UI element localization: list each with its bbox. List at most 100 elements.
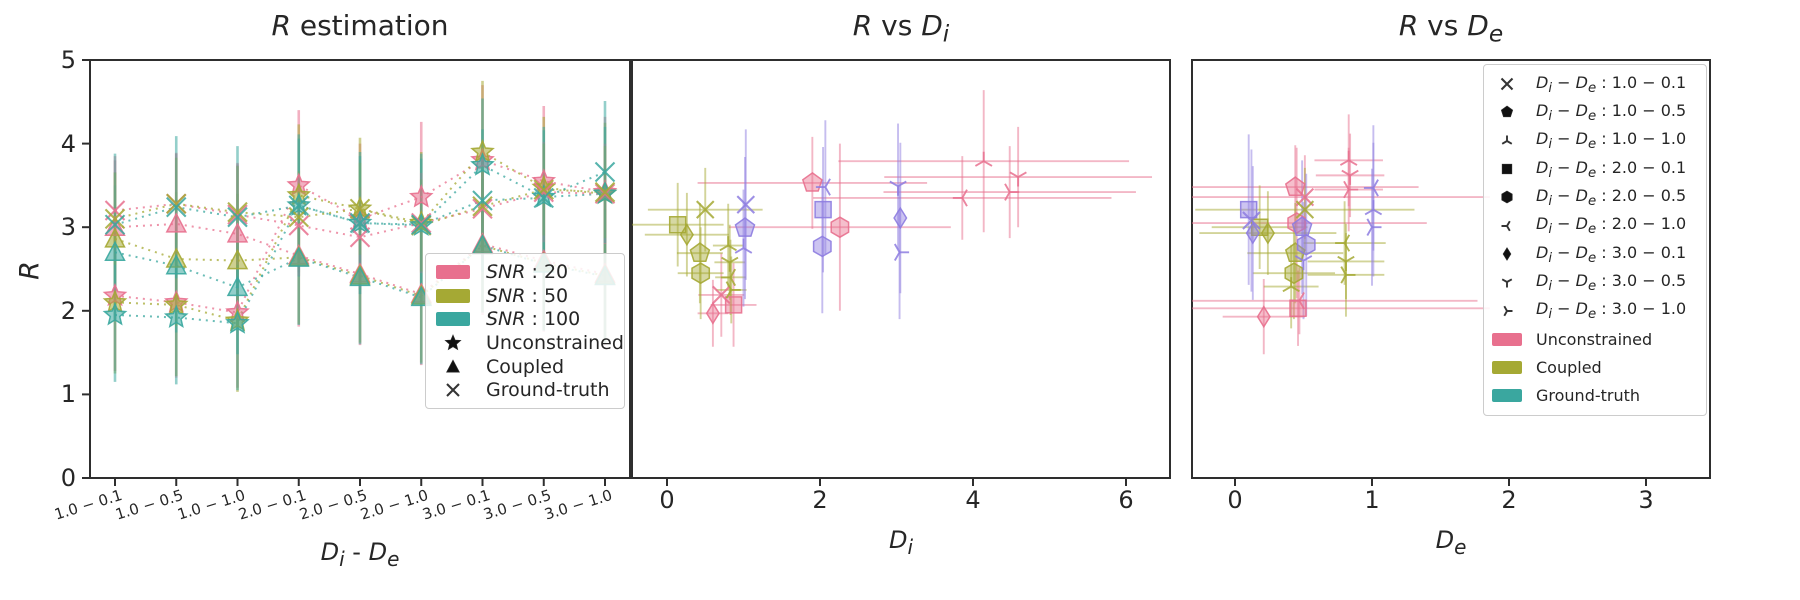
coupled-marker xyxy=(226,222,249,243)
panel2-title: R vs Di xyxy=(852,9,950,48)
coupled-marker xyxy=(1335,234,1351,252)
unconstrained-marker xyxy=(801,171,823,192)
x-tick-label: 6 xyxy=(1118,486,1134,514)
coupled-marker xyxy=(471,233,494,255)
legend-color-patch xyxy=(436,288,470,303)
ground-truth-marker xyxy=(1366,218,1382,236)
triangle-marker-icon xyxy=(446,358,460,373)
panel3-spines xyxy=(1191,59,1711,479)
coupled-marker xyxy=(719,236,737,252)
tri_down-icon xyxy=(1492,133,1522,149)
ground-truth-marker xyxy=(814,200,832,219)
unconstrained-marker xyxy=(470,152,495,176)
unconstrained-marker xyxy=(1284,176,1306,196)
coupled-marker xyxy=(725,281,741,299)
coupled-marker xyxy=(165,254,188,275)
tri_right-marker-icon xyxy=(1503,305,1513,317)
panel3-title: R vs De xyxy=(1398,9,1504,48)
ground-truth-marker xyxy=(411,212,432,234)
unconstrained-marker xyxy=(1256,305,1271,329)
legend-row-combo-2.0-1.0: Di − De : 2.0 − 1.0 xyxy=(1492,212,1698,240)
legend-row-unconstrained: Unconstrained xyxy=(436,331,624,355)
x-tick-label: 1 xyxy=(1364,486,1380,514)
legend-color-patch xyxy=(1492,332,1522,346)
ground-truth-marker xyxy=(812,235,832,258)
unconstrained-marker xyxy=(531,184,557,208)
coupled-marker xyxy=(1337,255,1355,272)
unconstrained-marker xyxy=(1004,183,1020,201)
diamond-marker-icon xyxy=(1502,247,1512,262)
unconstrained-marker xyxy=(952,189,968,207)
coupled-marker xyxy=(1282,277,1300,293)
x-marker-icon xyxy=(446,383,460,397)
ground-truth-marker xyxy=(472,196,493,217)
coupled-marker xyxy=(720,268,737,287)
legend-row-combo-1.0-1.0: Di − De : 1.0 − 1.0 xyxy=(1492,127,1698,155)
ground-truth-marker xyxy=(1291,216,1313,237)
legend-label: Di − De : 3.0 − 0.1 xyxy=(1536,242,1687,266)
ground-truth-marker xyxy=(227,206,248,228)
panel3-data-layer xyxy=(1192,114,1490,355)
ground-truth-marker xyxy=(1364,200,1383,216)
tri_right-marker-icon xyxy=(1503,305,1513,317)
star-marker-icon xyxy=(444,333,462,351)
diamond-marker-icon xyxy=(1502,247,1512,262)
ground-truth-marker xyxy=(411,214,432,235)
coupled-marker xyxy=(349,265,371,287)
ground-truth-marker xyxy=(349,198,371,220)
tri_left-marker-icon xyxy=(1501,220,1511,232)
ground-truth-marker xyxy=(594,181,616,203)
legend-label: Di − De : 1.0 − 0.1 xyxy=(1536,72,1687,96)
ground-truth-marker xyxy=(104,200,126,221)
tri_right-icon xyxy=(1492,303,1522,319)
ground-truth-marker xyxy=(734,217,756,237)
triangle-marker-icon xyxy=(446,358,460,373)
ground-truth-marker xyxy=(1239,200,1258,219)
pentagon-marker-icon xyxy=(1500,106,1514,118)
ground-truth-marker xyxy=(594,161,616,183)
legend-label: SNR : 100 xyxy=(486,308,581,331)
x-tick-label: 0 xyxy=(1227,486,1243,514)
legend-label: Di − De : 1.0 − 1.0 xyxy=(1536,129,1687,153)
legend-label: Coupled xyxy=(486,355,565,378)
ground-truth-marker xyxy=(533,187,554,209)
legend-row-combo-3.0-0.1: Di − De : 3.0 − 0.1 xyxy=(1492,240,1698,268)
ground-truth-marker xyxy=(1242,211,1261,230)
ground-truth-marker xyxy=(288,215,309,236)
ground-truth-marker xyxy=(472,198,493,220)
square-marker-icon xyxy=(1501,163,1513,175)
legend-row-combo-3.0-1.0: Di − De : 3.0 − 1.0 xyxy=(1492,297,1698,325)
y-tick-label: 5 xyxy=(60,46,76,74)
tri_up-marker-icon xyxy=(1501,278,1513,288)
ground-truth-marker xyxy=(734,238,753,254)
ground-truth-marker xyxy=(227,201,248,223)
ground-truth-marker xyxy=(594,183,616,205)
ground-truth-marker xyxy=(533,179,554,200)
y-tick-label: 0 xyxy=(60,464,76,492)
square-icon xyxy=(1492,161,1522,177)
unconstrained-marker xyxy=(712,285,731,305)
coupled-marker xyxy=(1284,262,1304,285)
unconstrained-marker xyxy=(102,302,128,326)
ground-truth-marker xyxy=(893,243,910,261)
tri_down-marker-icon xyxy=(1501,135,1513,145)
coupled-marker xyxy=(165,212,188,233)
tri_down-marker-icon xyxy=(1501,135,1513,145)
ground-truth-marker xyxy=(104,208,126,230)
legend-label: Ground-truth xyxy=(1536,386,1641,406)
x-tick-label: 2 xyxy=(812,486,828,514)
ground-truth-marker xyxy=(166,196,187,218)
ground-truth-marker xyxy=(736,195,756,214)
ground-truth-marker xyxy=(349,212,371,234)
legend-row-snr-50: SNR : 50 xyxy=(436,284,614,308)
unconstrained-marker xyxy=(974,151,993,167)
legend-label: Coupled xyxy=(1536,357,1602,377)
legend-label: Di − De : 3.0 − 1.0 xyxy=(1536,299,1687,323)
legend-row-ground-truth: Ground-truth xyxy=(436,378,614,402)
legend-row-ground-truth: Ground-truth xyxy=(1492,382,1698,410)
legend-row-snr-100: SNR : 100 xyxy=(436,307,614,331)
legend-color-patch xyxy=(1492,389,1522,403)
y-tick-label: 3 xyxy=(60,213,76,242)
